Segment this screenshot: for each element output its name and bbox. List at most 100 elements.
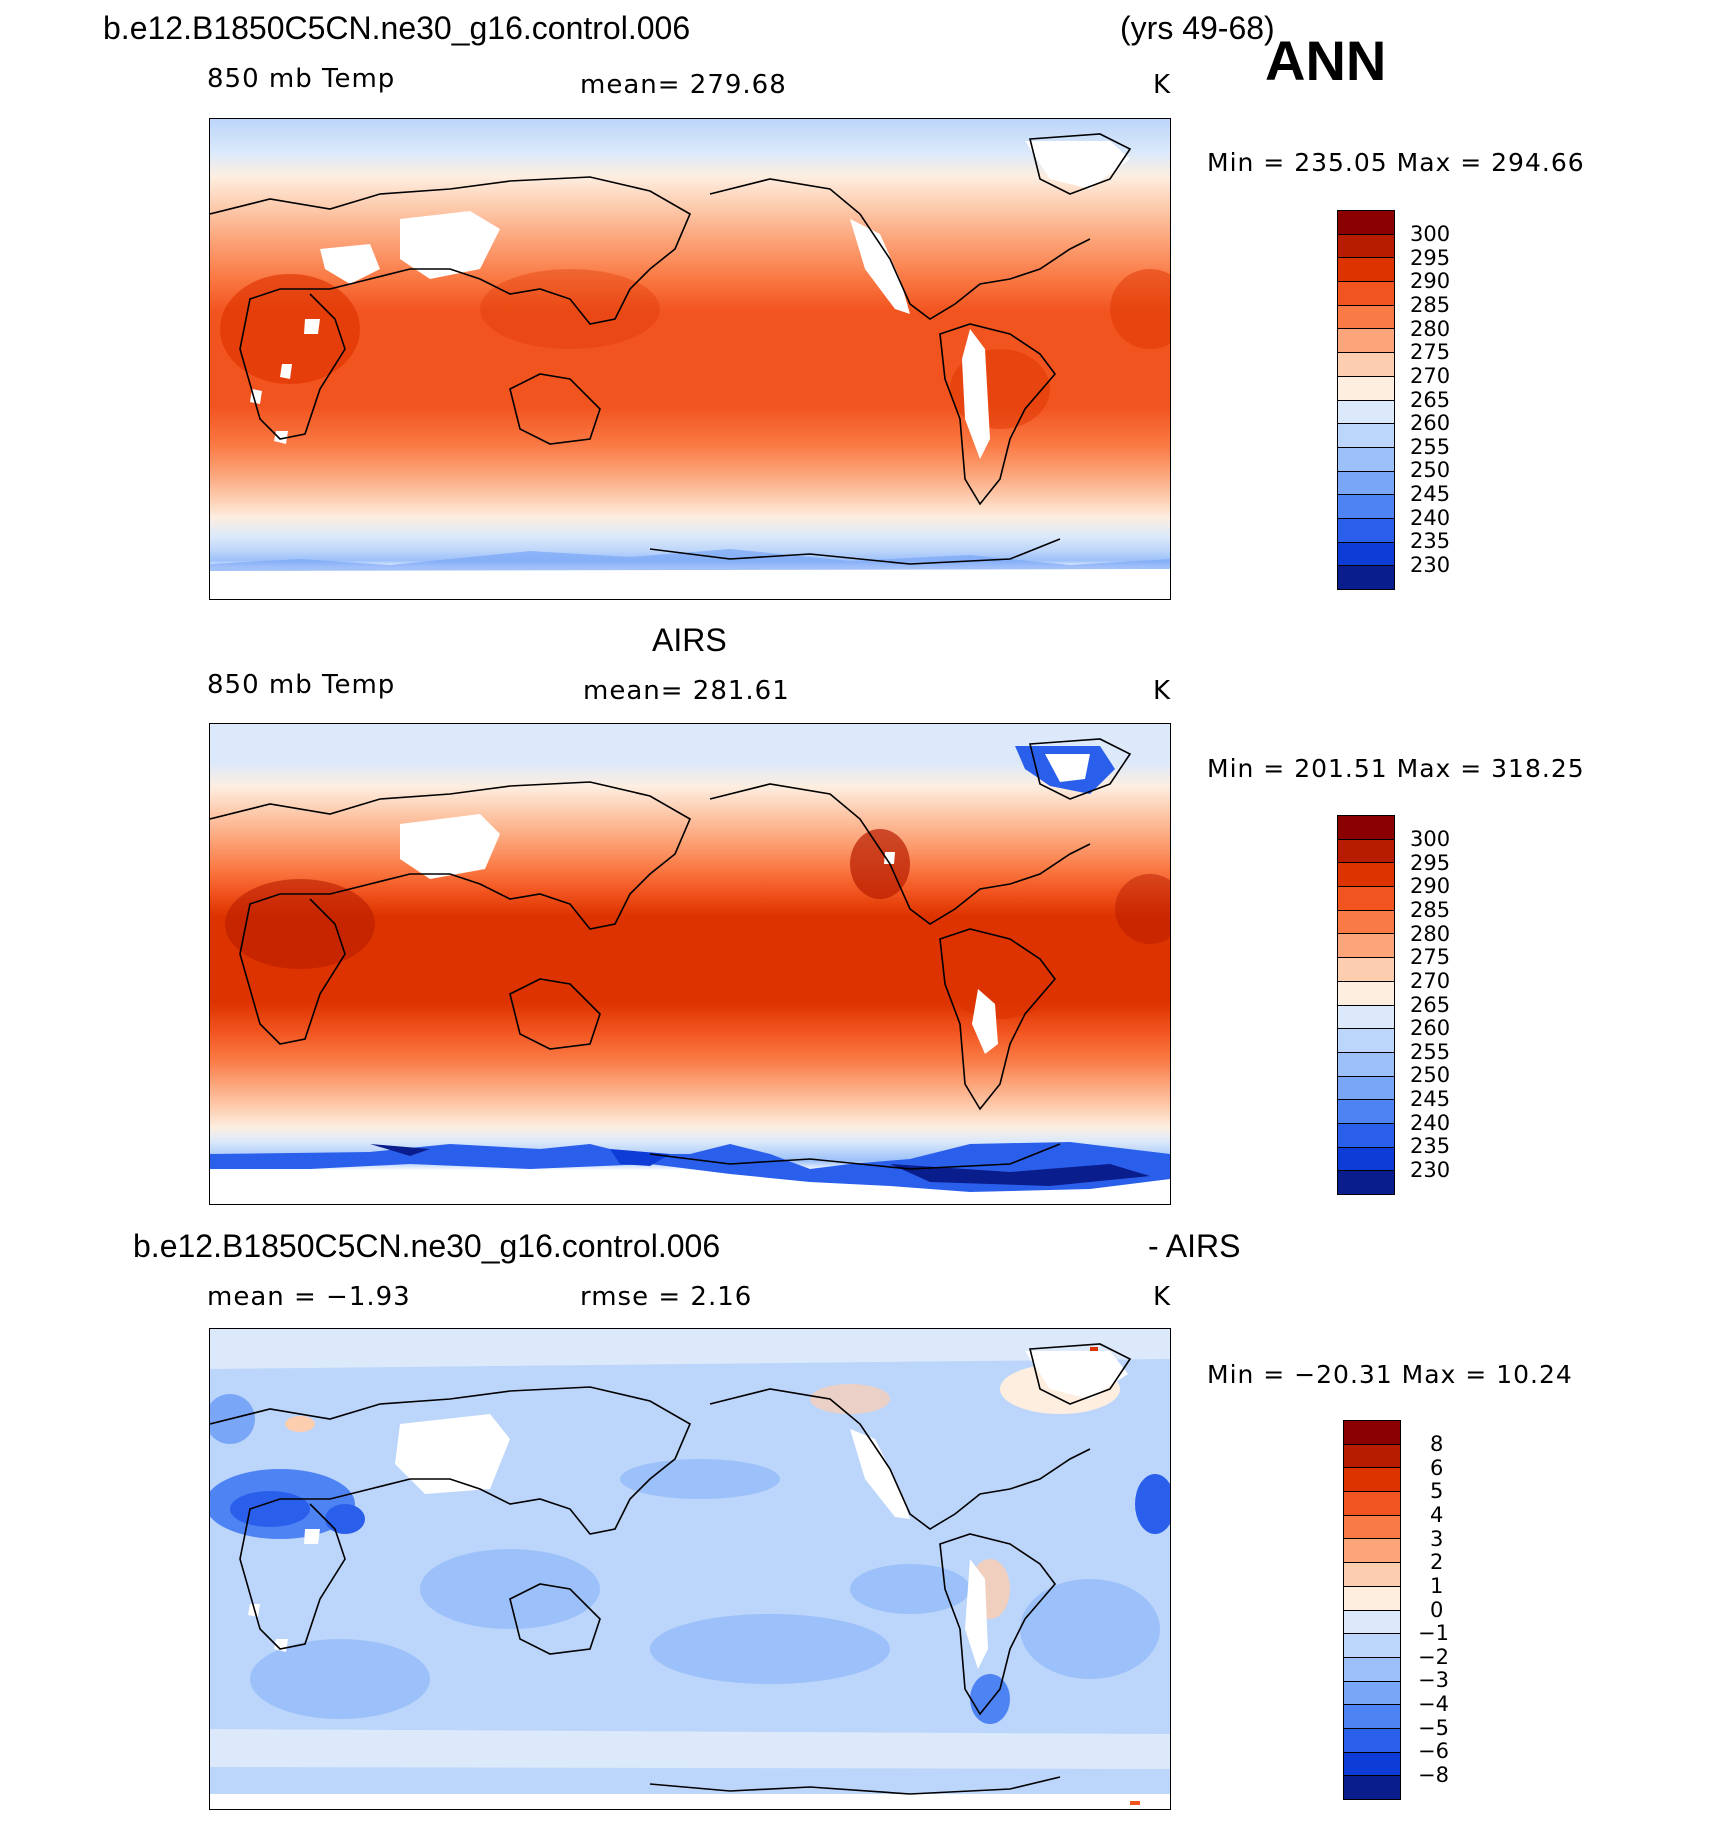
colorbar-tick-label: −3	[1418, 1668, 1449, 1692]
panel3-title-left: b.e12.B1850C5CN.ne30_g16.control.006	[133, 1228, 721, 1264]
colorbar-tick-label: 4	[1430, 1503, 1444, 1527]
case-title: b.e12.B1850C5CN.ne30_g16.control.006	[103, 10, 691, 46]
colorbar-tick-label: 295	[1410, 851, 1451, 875]
panel3-colorbar-cell	[1344, 1634, 1400, 1658]
season-label: ANN	[1265, 29, 1387, 92]
panel1-mean: mean= 279.68	[580, 70, 787, 100]
panel2-colorbar-labels: 300 295 290 285 280 275 270 265 260 255 …	[1410, 815, 1470, 1193]
colorbar-tick-label: 260	[1410, 1016, 1451, 1040]
panel1-colorbar-cell	[1338, 353, 1394, 377]
colorbar-tick-label: 250	[1410, 458, 1451, 482]
panel1-minmax: Min = 235.05 Max = 294.66	[1207, 148, 1585, 177]
panel3-map-svg	[210, 1329, 1170, 1809]
panel2-colorbar-cell	[1338, 1005, 1394, 1030]
colorbar-tick-label: 275	[1410, 945, 1451, 969]
colorbar-tick-label: 0	[1430, 1598, 1444, 1622]
panel1-colorbar-cell	[1338, 400, 1394, 425]
colorbar-tick-label: 8	[1430, 1432, 1444, 1456]
panel1-colorbar-cell	[1338, 376, 1394, 401]
panel3-colorbar-cell	[1344, 1444, 1400, 1469]
colorbar-tick-label: −8	[1418, 1763, 1449, 1787]
panel2-colorbar-cell	[1338, 1147, 1394, 1172]
colorbar-tick-label: 1	[1430, 1574, 1444, 1598]
colorbar-tick-label: 3	[1430, 1527, 1444, 1551]
panel1-colorbar-cell	[1338, 495, 1394, 519]
colorbar-tick-label: 255	[1410, 1040, 1451, 1064]
panel3-colorbar-cell	[1344, 1752, 1400, 1777]
colorbar-tick-label: 6	[1430, 1456, 1444, 1480]
panel3-minmax: Min = −20.31 Max = 10.24	[1207, 1360, 1573, 1389]
panel3-colorbar-cell	[1344, 1705, 1400, 1729]
panel3-colorbar-cell	[1344, 1421, 1400, 1445]
panel3-rmse: rmse = 2.16	[580, 1282, 753, 1312]
colorbar-tick-label: −6	[1418, 1739, 1449, 1763]
panel2-colorbar-cell	[1338, 1100, 1394, 1124]
colorbar-tick-label: 235	[1410, 1134, 1451, 1158]
panel3-colorbar-cell	[1344, 1563, 1400, 1587]
panel3-colorbar-cell	[1344, 1515, 1400, 1540]
colorbar-tick-label: 295	[1410, 246, 1451, 270]
panel1-colorbar	[1337, 210, 1395, 590]
panel2-colorbar-cell	[1338, 1052, 1394, 1077]
panel3-colorbar-cell	[1344, 1728, 1400, 1753]
panel2-colorbar-cell	[1338, 958, 1394, 982]
panel1-map	[209, 118, 1171, 600]
panel1-colorbar-cell	[1338, 447, 1394, 472]
panel1-colorbar-cell	[1338, 282, 1394, 306]
colorbar-tick-label: 2	[1430, 1550, 1444, 1574]
panel1-map-svg	[210, 119, 1170, 599]
panel3-colorbar-cell	[1344, 1776, 1400, 1799]
panel1-colorbar-cell	[1338, 566, 1394, 589]
colorbar-tick-label: 260	[1410, 411, 1451, 435]
panel3-colorbar-cell	[1344, 1657, 1400, 1682]
colorbar-tick-label: 300	[1410, 222, 1451, 246]
colorbar-tick-label: 240	[1410, 506, 1451, 530]
colorbar-tick-label: 255	[1410, 435, 1451, 459]
panel3-colorbar	[1343, 1420, 1401, 1800]
colorbar-tick-label: 265	[1410, 993, 1451, 1017]
colorbar-tick-label: 270	[1410, 969, 1451, 993]
colorbar-tick-label: 235	[1410, 529, 1451, 553]
panel3-mean: mean = −1.93	[207, 1282, 411, 1312]
panel2-title: AIRS	[652, 622, 727, 658]
panel2-colorbar-cell	[1338, 863, 1394, 888]
panel2-minmax: Min = 201.51 Max = 318.25	[1207, 754, 1585, 783]
colorbar-tick-label: 230	[1410, 1158, 1451, 1182]
colorbar-tick-label: 270	[1410, 364, 1451, 388]
panel2-colorbar-cell	[1338, 1171, 1394, 1194]
panel1-units: K	[1153, 70, 1172, 100]
panel2-colorbar-cell	[1338, 1029, 1394, 1053]
panel2-map	[209, 723, 1171, 1205]
colorbar-tick-label: −4	[1418, 1692, 1449, 1716]
panel3-map	[209, 1328, 1171, 1810]
panel3-colorbar-cell	[1344, 1539, 1400, 1564]
colorbar-tick-label: 285	[1410, 293, 1451, 317]
colorbar-tick-label: −5	[1418, 1716, 1449, 1740]
panel1-variable: 850 mb Temp	[207, 64, 396, 94]
panel2-colorbar-cell	[1338, 910, 1394, 935]
panel1-colorbar-cell	[1338, 211, 1394, 235]
panel2-colorbar-cell	[1338, 816, 1394, 840]
panel1-colorbar-cell	[1338, 542, 1394, 567]
panel2-colorbar-cell	[1338, 839, 1394, 864]
colorbar-tick-label: 290	[1410, 269, 1451, 293]
panel3-colorbar-cell	[1344, 1681, 1400, 1706]
panel2-variable: 850 mb Temp	[207, 670, 396, 700]
panel1-colorbar-cell	[1338, 258, 1394, 283]
colorbar-tick-label: 300	[1410, 827, 1451, 851]
years-label: (yrs 49-68)	[1120, 10, 1275, 46]
colorbar-tick-label: 230	[1410, 553, 1451, 577]
panel1-colorbar-cell	[1338, 518, 1394, 543]
colorbar-tick-label: 280	[1410, 317, 1451, 341]
colorbar-tick-label: 265	[1410, 388, 1451, 412]
panel3-colorbar-cell	[1344, 1610, 1400, 1635]
panel2-units: K	[1153, 676, 1172, 706]
colorbar-tick-label: −2	[1418, 1645, 1449, 1669]
panel3-colorbar-labels: 8 6 5 4 3 2 1 0 −1 −2 −3 −4 −5 −6 −8	[1418, 1420, 1478, 1798]
panel1-colorbar-cell	[1338, 471, 1394, 496]
panel1-colorbar-labels: 300 295 290 285 280 275 270 265 260 255 …	[1410, 210, 1470, 588]
panel2-colorbar	[1337, 815, 1395, 1195]
panel1-colorbar-cell	[1338, 329, 1394, 354]
colorbar-tick-label: 285	[1410, 898, 1451, 922]
colorbar-tick-label: 280	[1410, 922, 1451, 946]
